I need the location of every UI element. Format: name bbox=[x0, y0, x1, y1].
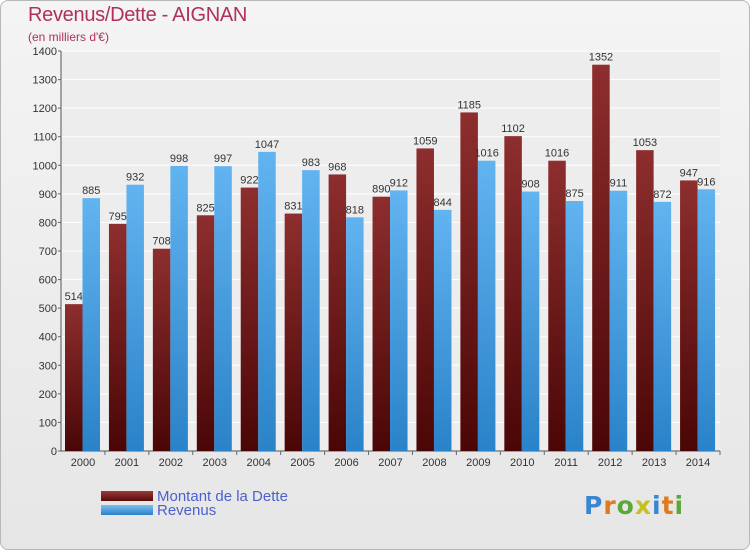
bar-revenus bbox=[82, 198, 100, 451]
data-label-dette: 1053 bbox=[633, 137, 657, 149]
bar-revenus bbox=[170, 165, 188, 451]
bar-dette bbox=[636, 150, 654, 451]
y-tick-label: 400 bbox=[39, 332, 57, 344]
data-label-revenus: 818 bbox=[346, 204, 364, 216]
y-tick-label: 1200 bbox=[33, 103, 57, 115]
data-label-dette: 1352 bbox=[589, 52, 613, 64]
data-label-dette: 1016 bbox=[545, 148, 569, 160]
bar-dette bbox=[372, 196, 391, 451]
x-tick-label: 2002 bbox=[159, 457, 183, 469]
x-tick-label: 2005 bbox=[290, 457, 314, 469]
data-label-revenus: 885 bbox=[82, 185, 100, 197]
data-label-revenus: 916 bbox=[697, 176, 715, 188]
x-tick-label: 2009 bbox=[466, 457, 490, 469]
bar-dette bbox=[416, 148, 434, 451]
data-label-dette: 1059 bbox=[413, 135, 437, 147]
data-label-dette: 890 bbox=[372, 184, 390, 196]
data-label-dette: 708 bbox=[152, 236, 170, 248]
bar-dette bbox=[592, 64, 610, 451]
x-tick-label: 2006 bbox=[334, 457, 358, 469]
y-tick-label: 900 bbox=[39, 189, 57, 201]
data-label-revenus: 875 bbox=[565, 188, 583, 200]
bar-revenus bbox=[477, 160, 496, 451]
y-tick-label: 500 bbox=[39, 303, 57, 315]
bar-dette bbox=[152, 248, 171, 451]
bar-revenus bbox=[697, 189, 716, 452]
bar-dette bbox=[504, 136, 522, 451]
y-tick-label: 1300 bbox=[33, 75, 57, 87]
data-label-dette: 1185 bbox=[457, 99, 481, 111]
y-tick-label: 700 bbox=[39, 246, 57, 258]
x-tick-label: 2013 bbox=[642, 457, 666, 469]
bar-revenus bbox=[653, 201, 672, 451]
data-label-revenus: 908 bbox=[521, 179, 539, 191]
legend-swatch-dette bbox=[101, 491, 153, 501]
bar-revenus bbox=[126, 184, 144, 451]
data-label-dette: 947 bbox=[680, 167, 698, 179]
x-tick-label: 2008 bbox=[422, 457, 446, 469]
data-label-revenus: 983 bbox=[302, 157, 320, 169]
data-label-revenus: 1016 bbox=[474, 148, 498, 160]
data-label-dette: 922 bbox=[240, 175, 258, 187]
data-label-dette: 968 bbox=[328, 161, 346, 173]
bar-revenus bbox=[258, 151, 276, 451]
x-tick-label: 2014 bbox=[686, 457, 710, 469]
bar-revenus bbox=[346, 217, 364, 451]
bar-dette bbox=[284, 213, 303, 451]
bar-revenus bbox=[565, 201, 584, 451]
y-tick-label: 100 bbox=[39, 417, 57, 429]
legend-label-revenus: Revenus bbox=[157, 502, 217, 519]
x-tick-label: 2010 bbox=[510, 457, 534, 469]
x-tick-label: 2003 bbox=[203, 457, 227, 469]
bar-dette bbox=[65, 304, 83, 451]
data-label-dette: 831 bbox=[284, 201, 302, 213]
bar-revenus bbox=[521, 191, 540, 452]
chart-title: Revenus/Dette - AIGNAN bbox=[28, 4, 248, 26]
x-tick-label: 2004 bbox=[246, 457, 270, 469]
data-label-revenus: 998 bbox=[170, 153, 188, 165]
chart-subtitle: (en milliers d'€) bbox=[28, 30, 109, 44]
legend-label-dette: Montant de la Dette bbox=[157, 488, 288, 505]
data-label-dette: 795 bbox=[109, 211, 127, 223]
y-tick-label: 300 bbox=[39, 360, 57, 372]
bar-revenus bbox=[433, 209, 452, 451]
y-tick-label: 200 bbox=[39, 389, 57, 401]
data-label-dette: 1102 bbox=[501, 123, 525, 135]
data-label-revenus: 911 bbox=[610, 178, 628, 190]
bar-dette bbox=[240, 187, 259, 452]
y-tick-label: 0 bbox=[51, 446, 57, 458]
bar-dette bbox=[108, 223, 127, 451]
y-tick-label: 1000 bbox=[33, 160, 57, 172]
bar-dette bbox=[460, 112, 478, 451]
x-tick-label: 2007 bbox=[378, 457, 402, 469]
data-label-revenus: 912 bbox=[390, 177, 408, 189]
y-tick-label: 600 bbox=[39, 275, 57, 287]
data-label-revenus: 872 bbox=[653, 189, 671, 201]
y-tick-label: 1100 bbox=[33, 132, 57, 144]
bar-dette bbox=[328, 174, 347, 451]
bar-dette bbox=[548, 160, 566, 451]
data-label-revenus: 932 bbox=[126, 172, 144, 184]
proxiti-logo: Proxiti bbox=[584, 491, 685, 520]
x-tick-label: 2012 bbox=[598, 457, 622, 469]
data-label-revenus: 997 bbox=[214, 153, 232, 165]
legend-swatch-revenus bbox=[101, 505, 153, 515]
data-label-revenus: 844 bbox=[434, 197, 452, 209]
bar-dette bbox=[196, 215, 215, 451]
y-tick-label: 1400 bbox=[33, 46, 57, 58]
bar-revenus bbox=[609, 190, 628, 451]
x-tick-label: 2011 bbox=[554, 457, 578, 469]
y-tick-label: 800 bbox=[39, 217, 57, 229]
bar-dette bbox=[680, 180, 698, 451]
x-tick-label: 2001 bbox=[115, 457, 139, 469]
x-tick-label: 2000 bbox=[71, 457, 95, 469]
bar-revenus bbox=[390, 190, 408, 451]
data-label-dette: 514 bbox=[65, 291, 83, 303]
bar-revenus bbox=[302, 170, 320, 451]
data-label-revenus: 1047 bbox=[255, 139, 279, 151]
bar-revenus bbox=[214, 166, 232, 451]
data-label-dette: 825 bbox=[196, 202, 214, 214]
